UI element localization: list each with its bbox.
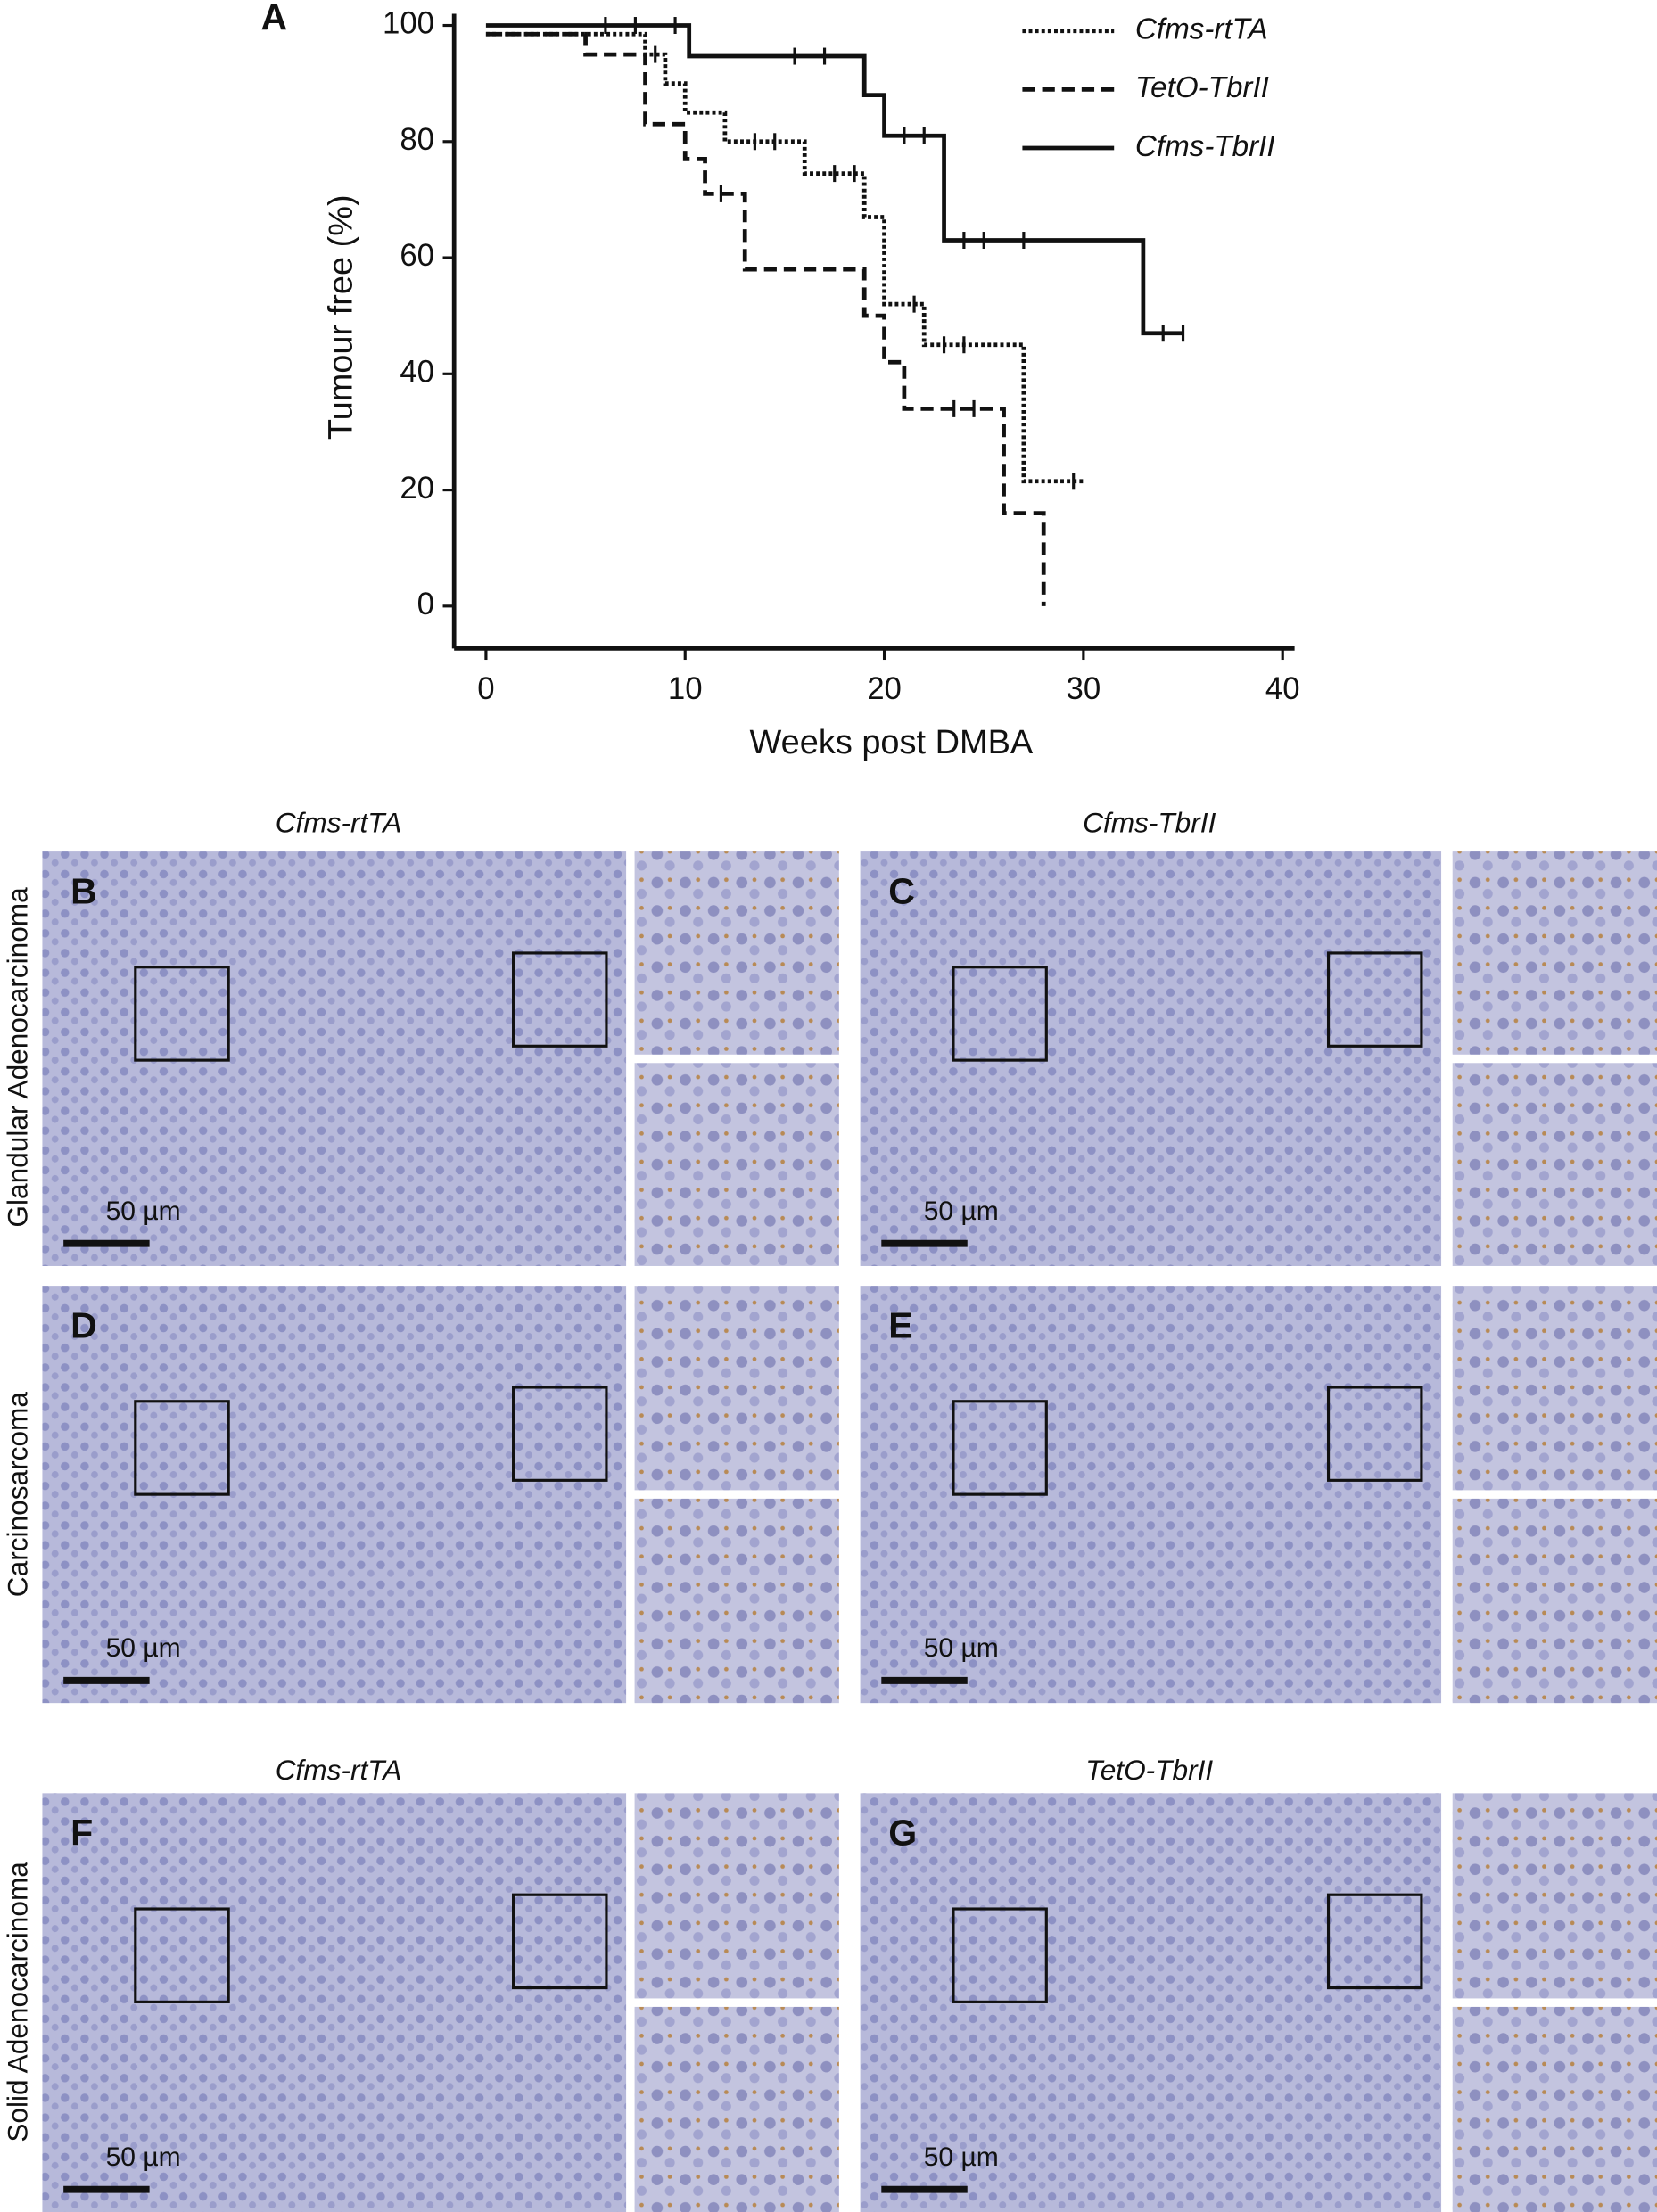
row-label: Solid Adenocarcinoma [2, 1862, 34, 2142]
inset [634, 1063, 839, 1266]
histology: Cfms-rtTA Cfms-TbrII Cfms-rtTA TetO-TbrII Gl… [2, 806, 1657, 2212]
panel-letter: C [888, 870, 915, 911]
x-tick-label: 0 [477, 672, 494, 706]
x-tick-label: 20 [867, 672, 902, 706]
inset [634, 1498, 839, 1704]
y-axis-label: Tumour free (%) [322, 194, 359, 440]
legend-label: Cfms-TbrII [1135, 130, 1275, 163]
y-tick-label: 80 [400, 123, 434, 157]
km-curve [485, 31, 1046, 606]
row-label: Glandular Adenocarcinoma [2, 887, 34, 1228]
y-tick-label: 40 [400, 355, 434, 389]
roi-box [512, 951, 608, 1048]
panel-letter: B [70, 870, 97, 911]
inset [634, 1286, 839, 1491]
roi-box [952, 966, 1048, 1062]
panel-letter: A [261, 0, 288, 37]
inset [634, 1793, 839, 1999]
roi-box [952, 1907, 1048, 2003]
scale-label: 50 µm [106, 2142, 181, 2172]
inset [634, 851, 839, 1055]
panel-letter: D [70, 1304, 97, 1345]
roi-box [134, 1400, 230, 1496]
row-label: Carcinosarcoma [2, 1392, 34, 1598]
roi-box [134, 1907, 230, 2003]
roi-box [134, 966, 230, 1062]
roi-box [512, 1893, 608, 1990]
roi-box [512, 1386, 608, 1482]
km-curve [485, 31, 1084, 484]
column-title: Cfms-TbrII [1083, 806, 1216, 838]
legend-label: Cfms-rtTA [1135, 13, 1268, 46]
x-axis-label: Weeks post DMBA [750, 724, 1034, 761]
inset [1452, 2006, 1657, 2212]
column-title: TetO-TbrII [1085, 1754, 1213, 1786]
y-tick-label: 0 [417, 588, 434, 621]
inset [1452, 851, 1657, 1055]
scale-label: 50 µm [106, 1633, 181, 1663]
scale-label: 50 µm [924, 1196, 999, 1226]
x-tick-label: 30 [1067, 672, 1101, 706]
y-tick-label: 20 [400, 472, 434, 506]
inset [1452, 1286, 1657, 1491]
column-title: Cfms-rtTA [276, 1754, 402, 1786]
x-tick-label: 10 [668, 672, 703, 706]
inset [1452, 1793, 1657, 1999]
panel-letter: F [70, 1813, 93, 1854]
scale-label: 50 µm [924, 2142, 999, 2172]
scale-label: 50 µm [106, 1196, 181, 1226]
roi-box [1326, 1893, 1423, 1990]
y-tick-label: 60 [400, 239, 434, 273]
column-title: Cfms-rtTA [276, 806, 402, 838]
inset [1452, 1498, 1657, 1704]
inset [634, 2006, 839, 2212]
roi-box [1326, 1386, 1423, 1482]
panel-letter: E [888, 1304, 912, 1345]
plot: 0 10 20 30 40 0 20 40 60 80 100 Cfms-rtTA TetO-TbrII… [383, 7, 1300, 706]
roi-box [1326, 951, 1423, 1048]
y-tick-label: 100 [383, 7, 434, 41]
legend-label: TetO-TbrII [1135, 71, 1269, 104]
km-curve [485, 23, 1183, 336]
roi-box [952, 1400, 1048, 1496]
scale-label: 50 µm [924, 1633, 999, 1663]
panel-letter: G [888, 1813, 917, 1854]
x-tick-label: 40 [1265, 672, 1300, 706]
inset [1452, 1063, 1657, 1266]
